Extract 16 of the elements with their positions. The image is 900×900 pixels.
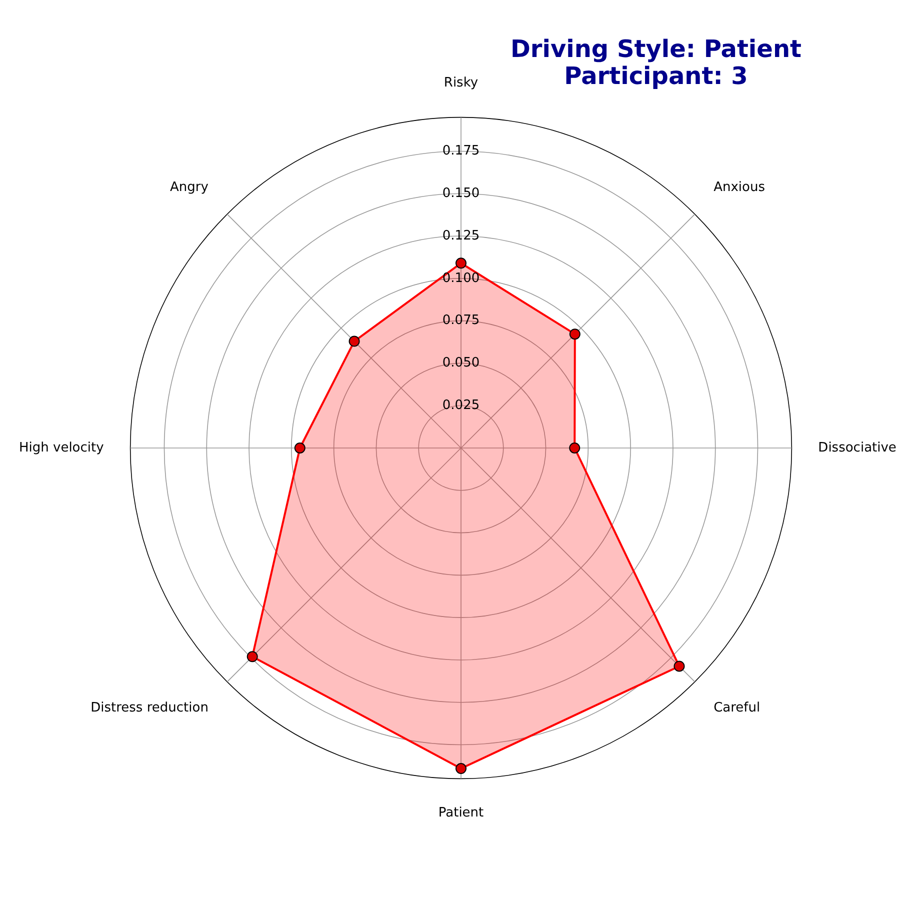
y-tick-label: 0.050 [442, 356, 480, 371]
spoke-label: Risky [444, 75, 478, 90]
y-tick-label: 0.150 [442, 186, 480, 202]
y-tick-label: 0.125 [442, 228, 480, 244]
spoke-label: Anxious [714, 180, 766, 196]
chart-title: Driving Style: Patient Participant: 3 [510, 35, 802, 90]
spoke-label: Patient [438, 805, 484, 820]
spoke-label: Dissociative [818, 440, 896, 456]
y-tick-label: 0.025 [442, 398, 480, 413]
spoke-label: Distress reduction [90, 700, 208, 716]
spoke-label: Careful [714, 700, 760, 716]
y-tick-label: 0.100 [442, 270, 480, 286]
y-tick-label: 0.175 [442, 144, 480, 159]
y-tick-label: 0.075 [442, 313, 480, 328]
spoke-label: Angry [170, 180, 209, 196]
spoke-label: High velocity [18, 440, 104, 456]
